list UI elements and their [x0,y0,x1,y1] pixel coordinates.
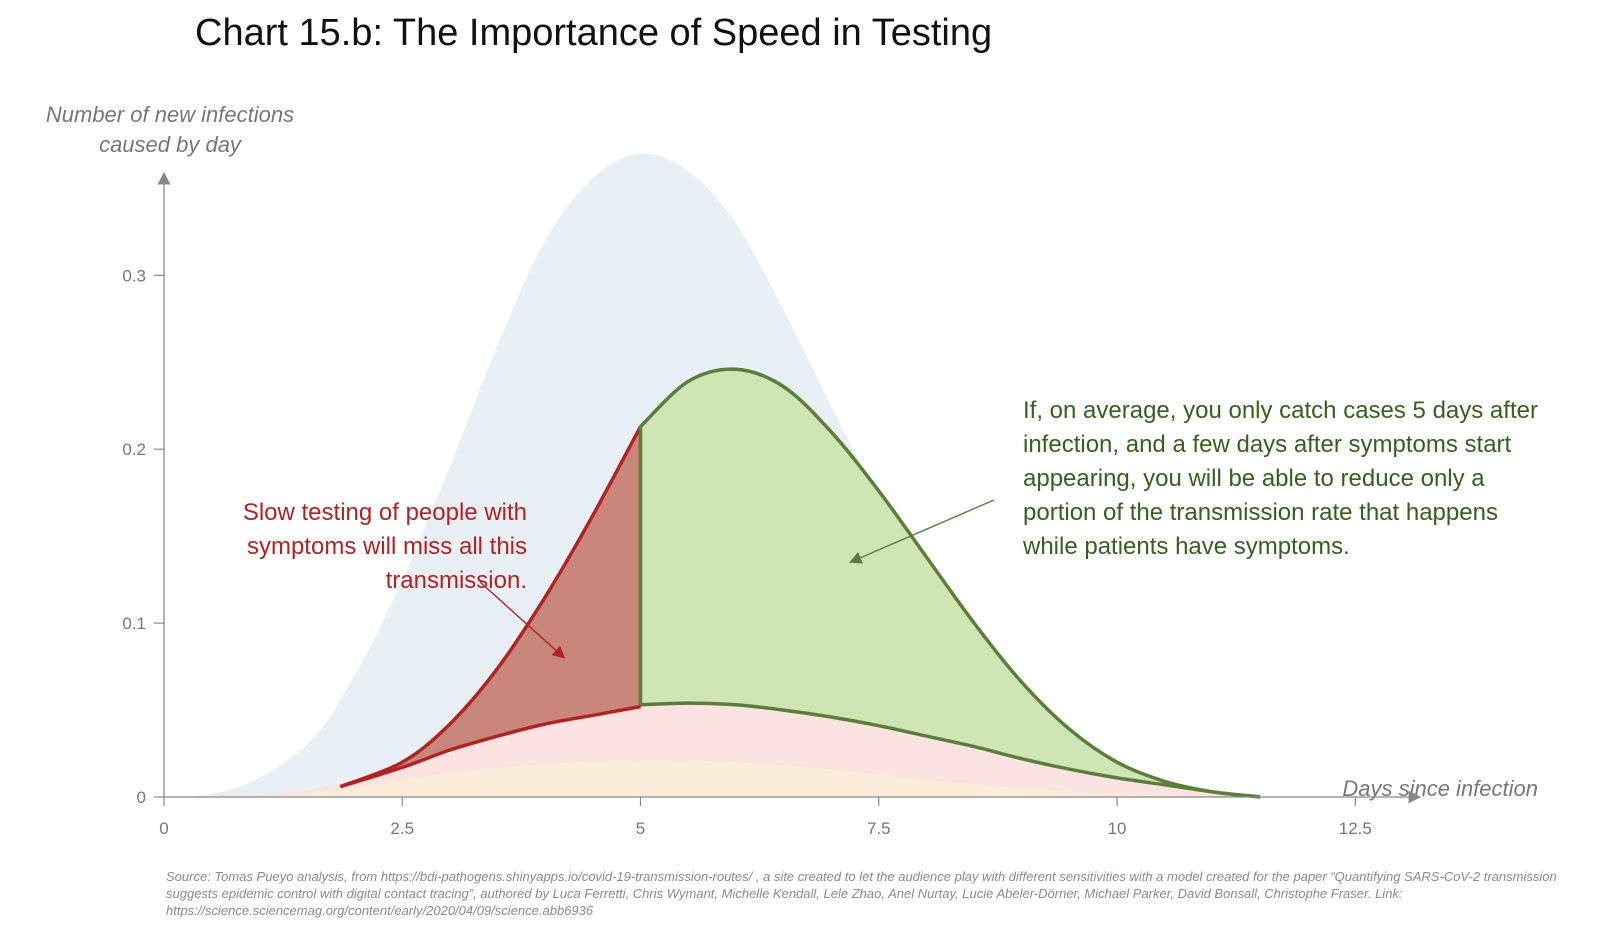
missed-annotation-arrow [479,581,566,659]
x-tick-label: 2.5 [390,819,414,838]
chart-title: Chart 15.b: The Importance of Speed in T… [195,12,993,54]
band-upper-line-reducible-after-testing [639,367,1261,799]
y-tick-label: 0 [137,788,146,807]
y-tick-label: 0.1 [122,614,146,633]
band-lower-line-reducible-after-testing [640,701,1261,799]
x-tick-label: 12.5 [1339,819,1372,838]
y-tick-label: 0.2 [122,440,146,459]
x-tick-label: 0 [159,819,168,838]
band-missed-before-testing [340,426,641,787]
x-tick-label: 5 [636,819,645,838]
band-lower-line-missed-before-testing [339,704,641,789]
reducible-annotation-arrow [849,499,995,564]
x-tick-label: 10 [1108,819,1127,838]
band-reducible-after-testing [640,369,1260,797]
source-note: Source: Tomas Pueyo analysis, from https… [166,869,1557,918]
y-tick-label: 0.3 [122,266,146,285]
area-environmental [278,760,1213,797]
missed-transmission-annotation: Slow testing of people with symptoms wil… [242,499,527,594]
reducible-transmission-annotation: If, on average, you only catch cases 5 d… [1023,397,1538,560]
band-upper-line-missed-before-testing [339,425,643,789]
x-tick-label: 7.5 [867,819,891,838]
y-axis-label: Number of new infections caused by day [45,102,295,157]
